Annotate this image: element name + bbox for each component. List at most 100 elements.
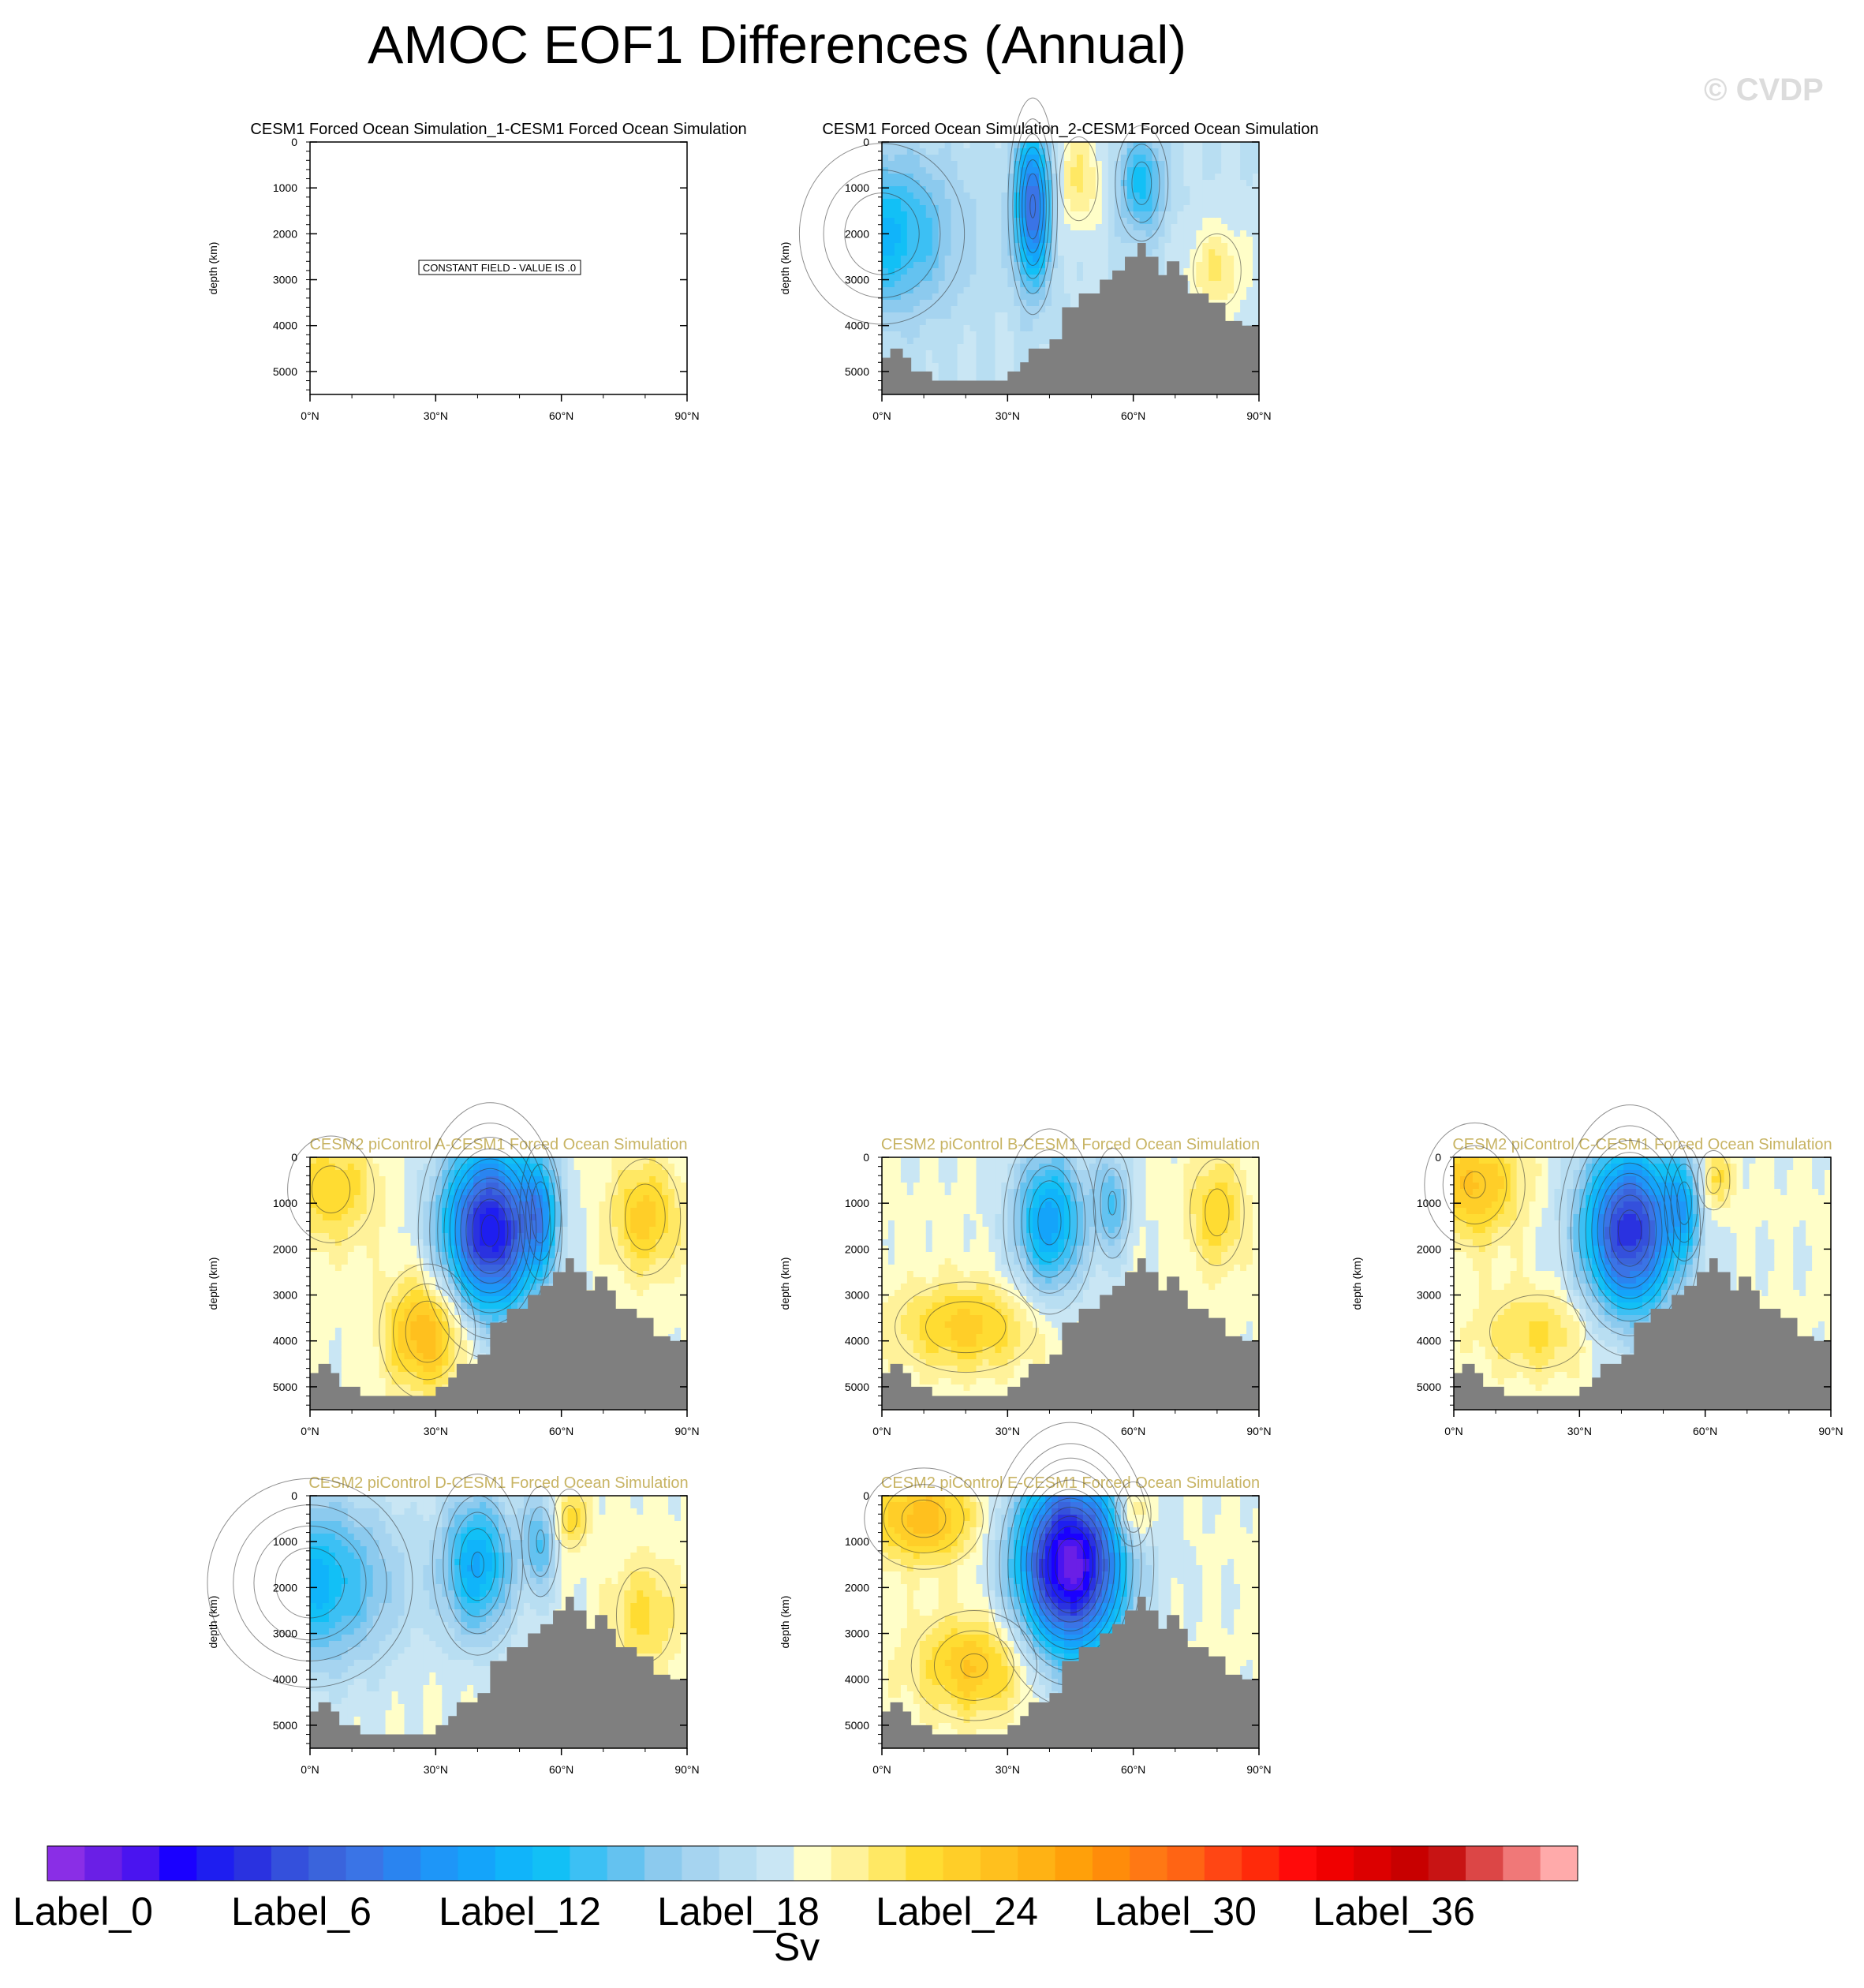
field-cell: [662, 1176, 669, 1183]
field-cell: [1082, 148, 1090, 155]
field-cell: [900, 237, 908, 244]
field-cell: [624, 1195, 631, 1202]
field-cell: [1164, 161, 1172, 168]
field-cell: [938, 300, 946, 307]
field-cell: [969, 376, 977, 383]
field-cell: [919, 344, 927, 351]
field-cell: [944, 180, 952, 187]
field-cell: [1215, 293, 1222, 301]
field-cell: [932, 268, 939, 275]
field-cell: [1001, 369, 1008, 376]
field-cell: [951, 256, 958, 263]
field-cell: [592, 1271, 600, 1278]
field-cell: [1158, 268, 1166, 275]
field-cell: [1221, 161, 1228, 168]
field-cell: [1227, 148, 1235, 155]
field-cell: [1171, 161, 1179, 168]
field-cell: [1101, 142, 1109, 149]
field-cell: [423, 1353, 430, 1360]
field-cell: [316, 1258, 323, 1265]
field-cell: [982, 350, 990, 357]
field-cell: [906, 230, 914, 237]
field-cell: [681, 1157, 688, 1164]
field-cell: [969, 218, 977, 225]
panel-p2: CESM1 Forced Ocean Simulation_2-CESM1 Fo…: [779, 97, 1319, 422]
field-cell: [442, 1164, 449, 1171]
field-cell: [951, 319, 958, 326]
field-cell: [366, 1359, 374, 1366]
field-cell: [523, 1208, 531, 1215]
annotation-box: [418, 260, 581, 275]
contour-line: [1025, 173, 1041, 240]
contour-line: [1018, 146, 1047, 267]
field-cell: [982, 192, 990, 200]
field-cell: [982, 331, 990, 338]
field-cell: [1045, 300, 1052, 307]
field-cell: [492, 1189, 499, 1196]
field-cell: [1240, 155, 1247, 162]
field-cell: [674, 1195, 682, 1202]
field-cell: [1082, 262, 1090, 269]
field-cell: [649, 1277, 656, 1284]
field-cell: [611, 1220, 618, 1228]
field-cell: [1064, 211, 1071, 219]
field-cell: [529, 1201, 537, 1209]
field-cell: [435, 1334, 443, 1341]
field-cell: [316, 1277, 323, 1284]
field-cell: [1126, 211, 1134, 219]
field-cell: [882, 319, 889, 326]
field-cell: [1033, 186, 1040, 193]
field-cell: [1045, 243, 1052, 250]
field-cell: [882, 256, 889, 263]
field-cell: [599, 1227, 607, 1234]
field-cell: [573, 1183, 581, 1190]
field-cell: [410, 1347, 418, 1354]
field-cell: [951, 376, 958, 383]
field-cell: [1020, 243, 1027, 250]
field-cell: [499, 1284, 506, 1291]
field-cell: [372, 1252, 380, 1259]
field-cell: [988, 243, 996, 250]
field-cell: [448, 1170, 455, 1177]
field-cell: [379, 1340, 387, 1347]
field-cell: [486, 1195, 493, 1202]
field-cell: [656, 1170, 663, 1177]
field-cell: [599, 1176, 607, 1183]
field-cell: [536, 1227, 544, 1234]
field-cell: [567, 1252, 575, 1259]
field-cell: [1234, 293, 1241, 301]
field-cell: [573, 1189, 581, 1196]
field-cell: [1253, 237, 1260, 244]
field-cell: [454, 1220, 461, 1228]
field-cell: [592, 1176, 600, 1183]
field-cell: [1020, 186, 1027, 193]
field-cell: [586, 1201, 594, 1209]
field-cell: [322, 1208, 330, 1215]
field-cell: [611, 1208, 618, 1215]
field-cell: [988, 186, 996, 193]
field-cell: [529, 1183, 537, 1190]
field-cell: [618, 1227, 625, 1234]
field-cell: [1095, 142, 1103, 149]
field-cell: [347, 1220, 355, 1228]
field-cell: [580, 1227, 588, 1234]
field-cell: [976, 350, 984, 357]
field-cell: [681, 1183, 688, 1190]
field-cell: [435, 1347, 443, 1354]
field-cell: [951, 262, 958, 269]
field-cell: [398, 1265, 405, 1272]
field-cell: [398, 1252, 405, 1259]
field-cell: [932, 249, 939, 256]
field-cell: [951, 218, 958, 225]
field-cell: [529, 1239, 537, 1246]
field-cell: [1126, 161, 1134, 168]
field-cell: [1001, 249, 1008, 256]
field-cell: [360, 1347, 368, 1354]
field-cell: [1240, 180, 1247, 187]
field-cell: [398, 1227, 405, 1234]
field-cell: [906, 312, 914, 320]
field-cell: [1208, 211, 1216, 219]
field-cell: [906, 350, 914, 357]
field-cell: [467, 1233, 474, 1240]
